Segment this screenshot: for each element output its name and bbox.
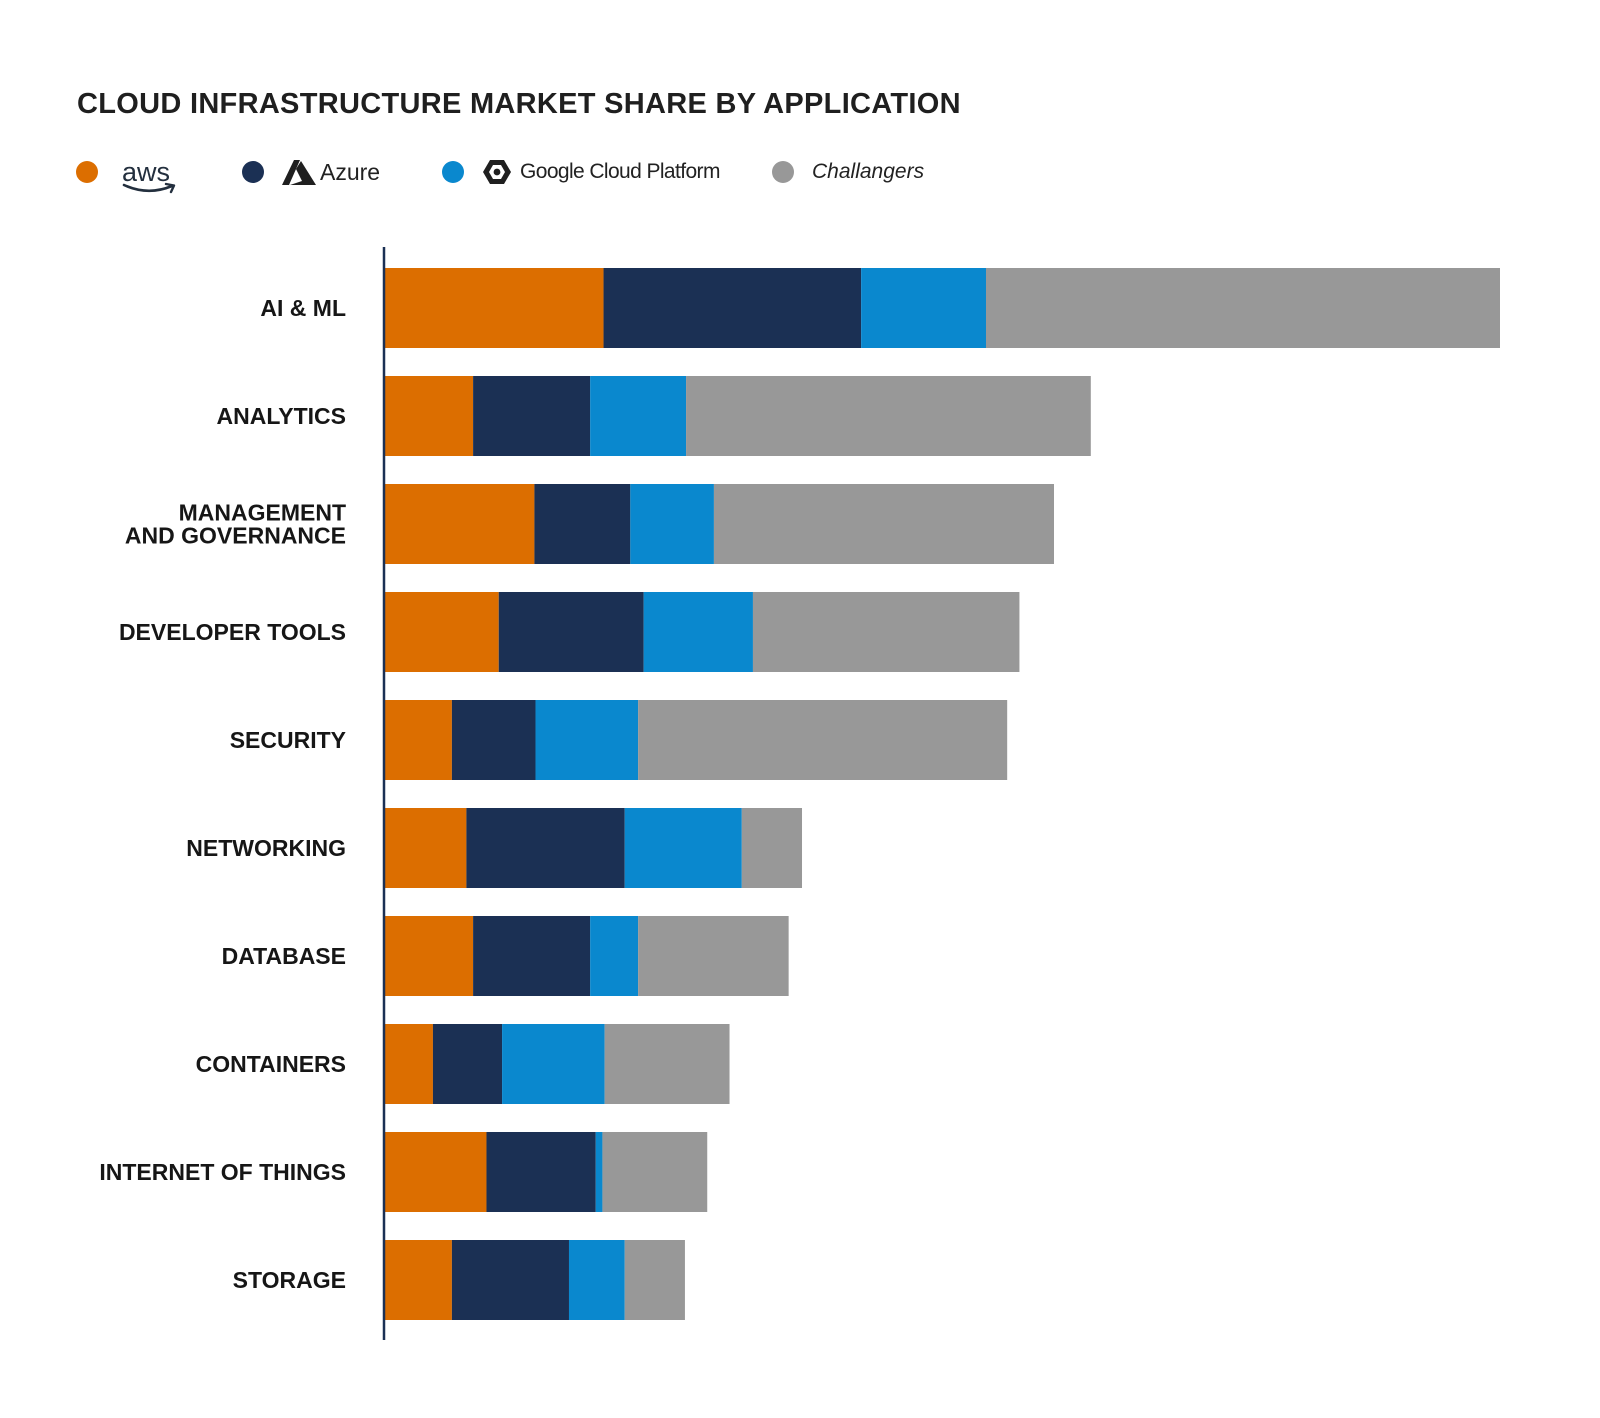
bar-internet-of-things-aws: [385, 1132, 487, 1212]
bar-storage-challangers: [624, 1240, 685, 1320]
bar-management-and-governance-challangers: [713, 484, 1054, 564]
bar-management-and-governance-google-cloud-platform: [630, 484, 714, 564]
bar-storage-azure: [451, 1240, 569, 1320]
bar-database-challangers: [638, 916, 789, 996]
bar-database-google-cloud-platform: [590, 916, 639, 996]
bar-security-challangers: [638, 700, 1008, 780]
bar-networking-aws: [385, 808, 467, 888]
legend-label-aws: aws: [122, 156, 171, 187]
chart-title: CLOUD INFRASTRUCTURE MARKET SHARE BY APP…: [77, 88, 961, 120]
bar-management-and-governance-aws: [385, 484, 535, 564]
bar-security-azure: [451, 700, 536, 780]
category-labels-group: AI & ML ANALYTICS MANAGEMENT AND GOVERNANCE…: [99, 295, 346, 1293]
category-label-containers: CONTAINERS: [196, 1051, 346, 1077]
bar-analytics-challangers: [686, 376, 1091, 456]
bars-group: [385, 268, 1500, 1320]
bar-developer-tools-challangers: [752, 592, 1020, 672]
bar-networking-challangers: [741, 808, 803, 888]
bar-developer-tools-google-cloud-platform: [643, 592, 753, 672]
bar-ai-ml-aws: [385, 268, 604, 348]
bar-internet-of-things-azure: [486, 1132, 596, 1212]
bar-internet-of-things-google-cloud-platform: [595, 1132, 603, 1212]
legend-dot-aws: [76, 161, 98, 183]
bar-developer-tools-aws: [385, 592, 499, 672]
bar-analytics-azure: [473, 376, 591, 456]
bar-developer-tools-azure: [498, 592, 644, 672]
category-label-networking: NETWORKING: [186, 835, 346, 861]
bar-containers-aws: [385, 1024, 433, 1104]
category-label-internet-of-things: INTERNET OF THINGS: [99, 1159, 346, 1185]
legend-item-challengers: Challangers: [772, 150, 924, 194]
azure-logo-icon: [282, 160, 316, 185]
category-label-database: DATABASE: [222, 943, 346, 969]
bar-security-aws: [385, 700, 452, 780]
bar-storage-google-cloud-platform: [568, 1240, 625, 1320]
bar-containers-challangers: [604, 1024, 730, 1104]
bar-internet-of-things-challangers: [602, 1132, 708, 1212]
bar-containers-azure: [432, 1024, 503, 1104]
category-label-security: SECURITY: [230, 727, 346, 753]
bar-storage-aws: [385, 1240, 452, 1320]
category-label-management-and-governance: MANAGEMENT AND GOVERNANCE: [125, 500, 346, 549]
bar-management-and-governance-azure: [534, 484, 631, 564]
legend-item-aws: aws: [76, 150, 176, 194]
aws-smile-icon: [122, 182, 176, 193]
legend: aws Azure Google Cloud Platform Challang…: [0, 150, 1000, 200]
legend-label-azure: Azure: [320, 158, 381, 185]
bar-analytics-google-cloud-platform: [590, 376, 687, 456]
legend-item-google-cloud: Google Cloud Platform: [442, 150, 720, 194]
bar-ai-ml-google-cloud-platform: [861, 268, 986, 348]
bar-ai-ml-challangers: [985, 268, 1500, 348]
legend-dot-azure: [242, 161, 264, 183]
category-label-analytics: ANALYTICS: [217, 403, 347, 429]
bar-networking-azure: [466, 808, 625, 888]
bar-security-google-cloud-platform: [535, 700, 639, 780]
bar-ai-ml-azure: [603, 268, 862, 348]
category-label-ai-ml: AI & ML: [260, 295, 346, 321]
bar-networking-google-cloud-platform: [624, 808, 742, 888]
category-label-developer-tools: DEVELOPER TOOLS: [119, 619, 346, 645]
aws-logo-icon: aws: [122, 156, 176, 193]
legend-dot-challengers: [772, 161, 794, 183]
legend-dot-google-cloud: [442, 161, 464, 183]
google-cloud-logo-icon: [483, 160, 511, 184]
legend-item-azure: Azure: [242, 150, 380, 194]
legend-label-google-cloud: Google Cloud Platform: [520, 160, 720, 183]
bar-containers-google-cloud-platform: [502, 1024, 605, 1104]
category-label-storage: STORAGE: [233, 1267, 346, 1293]
legend-label-challengers: Challangers: [812, 160, 925, 183]
bar-database-azure: [473, 916, 591, 996]
bar-database-aws: [385, 916, 474, 996]
bar-analytics-aws: [385, 376, 474, 456]
